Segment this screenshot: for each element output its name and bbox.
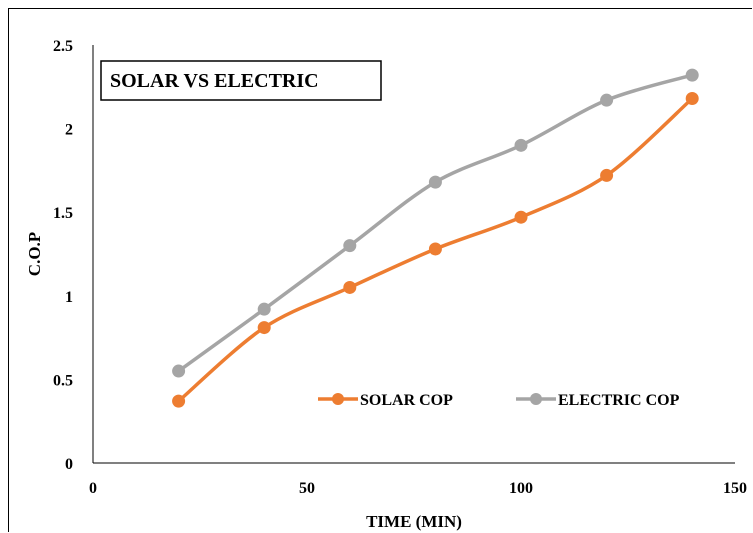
x-tick-label: 100 xyxy=(509,480,533,497)
tick-labels: 0 0.5 1 1.5 2 2.5 0 50 100 150 xyxy=(53,38,747,497)
legend-label: SOLAR COP xyxy=(360,392,453,409)
data-point xyxy=(685,92,699,106)
axes xyxy=(92,45,735,464)
y-tick-label: 1 xyxy=(65,289,73,306)
legend-swatch-marker xyxy=(530,393,542,405)
data-point xyxy=(600,168,614,182)
y-tick-label: 2.5 xyxy=(53,38,73,55)
data-point xyxy=(172,364,186,378)
data-point xyxy=(343,239,357,253)
legend-item: SOLAR COP xyxy=(318,392,453,409)
data-point xyxy=(514,210,528,224)
legend-item: ELECTRIC COP xyxy=(516,392,680,409)
data-point xyxy=(172,394,186,408)
y-tick-label: 1.5 xyxy=(53,205,73,222)
legend: SOLAR COP ELECTRIC COP xyxy=(318,392,680,409)
x-tick-label: 150 xyxy=(723,480,747,497)
series xyxy=(172,68,699,408)
x-axis-title: TIME (MIN) xyxy=(366,512,462,531)
data-point xyxy=(514,138,528,152)
y-tick-label: 0 xyxy=(65,456,73,473)
data-point xyxy=(257,302,271,316)
title-box: SOLAR VS ELECTRIC xyxy=(100,60,382,101)
series-electric-cop xyxy=(172,68,699,378)
x-tick-label: 0 xyxy=(89,480,97,497)
data-point xyxy=(428,242,442,256)
data-point xyxy=(428,175,442,189)
legend-label: ELECTRIC COP xyxy=(558,392,680,409)
series-solar-cop xyxy=(172,92,699,408)
data-point xyxy=(343,280,357,294)
title-box-border xyxy=(100,60,382,101)
chart-frame xyxy=(8,8,752,532)
series-line xyxy=(177,73,693,373)
y-tick-label: 0.5 xyxy=(53,372,73,389)
y-tick-label: 2 xyxy=(65,122,73,139)
data-point xyxy=(685,68,699,82)
y-axis-title: C.O.P xyxy=(25,232,44,276)
x-tick-label: 50 xyxy=(299,480,315,497)
data-point xyxy=(257,321,271,335)
legend-swatch-marker xyxy=(332,393,344,405)
data-point xyxy=(600,93,614,107)
chart-title: SOLAR VS ELECTRIC xyxy=(110,70,319,92)
